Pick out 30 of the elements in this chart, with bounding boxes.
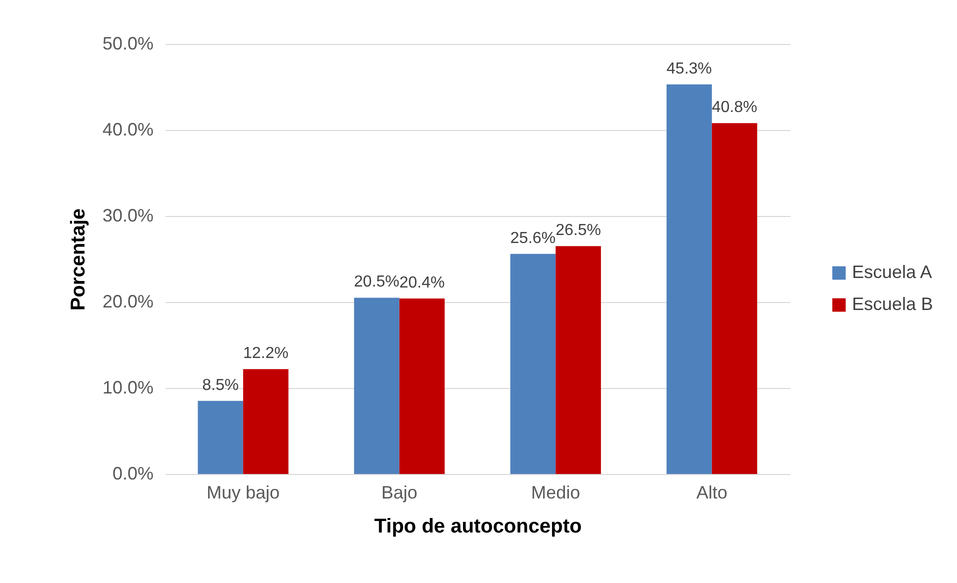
data-label: 45.3%: [666, 60, 712, 78]
data-label: 8.5%: [202, 376, 239, 394]
data-label: 26.5%: [556, 222, 601, 240]
y-tick-label: 0.0%: [112, 464, 154, 484]
x-tick-label: Muy bajo: [206, 482, 280, 502]
legend-label: Escuela B: [852, 294, 934, 314]
y-tick-label: 50.0%: [102, 34, 154, 54]
x-tick-label: Medio: [531, 482, 580, 502]
y-tick-label: 10.0%: [102, 378, 154, 398]
bar: [243, 369, 288, 474]
bar: [198, 400, 244, 474]
data-label: 40.8%: [712, 99, 758, 116]
bar: [399, 298, 445, 474]
bar: [510, 254, 556, 474]
data-label: 25.6%: [510, 230, 556, 247]
data-label: 20.5%: [354, 274, 400, 291]
y-tick-label: 30.0%: [102, 206, 154, 226]
bar: [354, 298, 400, 474]
data-label: 20.4%: [399, 274, 445, 292]
x-tick-label: Alto: [696, 482, 728, 502]
x-axis-title: Tipo de autoconcepto: [374, 516, 582, 538]
y-tick-label: 40.0%: [102, 120, 154, 140]
bar: [666, 84, 712, 474]
bar: [712, 123, 758, 474]
data-label: 12.2%: [243, 345, 288, 362]
bar: [556, 246, 601, 474]
y-axis-title: Porcentaje: [67, 208, 90, 311]
legend-label: Escuela A: [852, 262, 932, 282]
y-tick-label: 20.0%: [102, 292, 154, 312]
x-tick-label: Bajo: [381, 482, 418, 502]
